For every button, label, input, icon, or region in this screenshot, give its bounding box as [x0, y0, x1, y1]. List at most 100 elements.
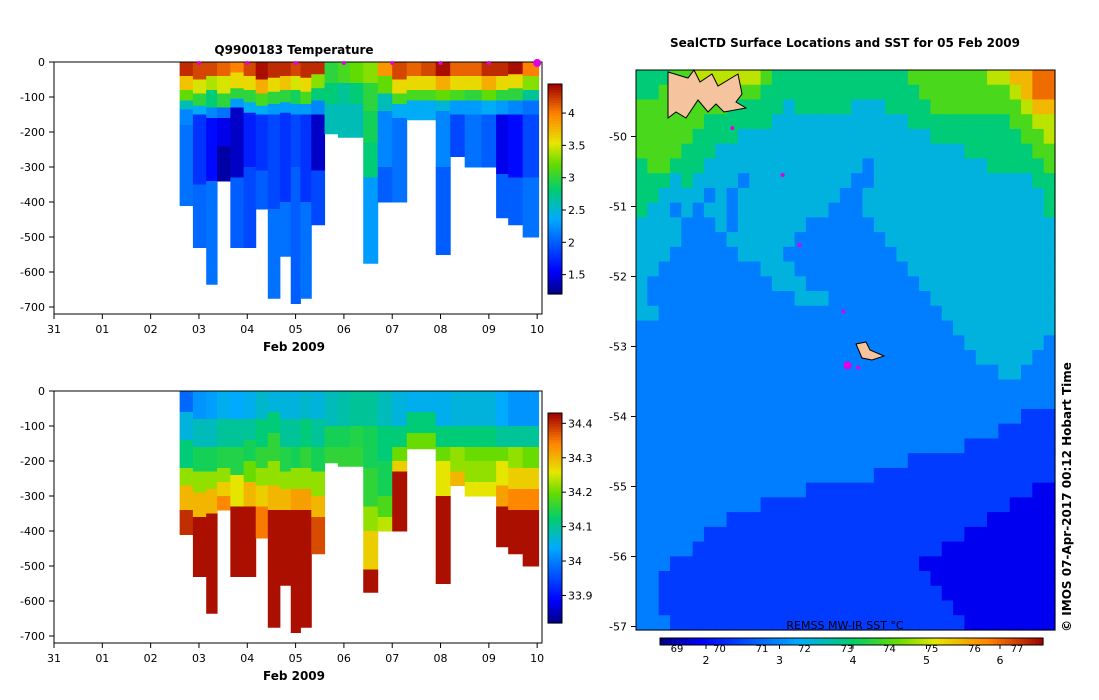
sst-cell [873, 143, 886, 160]
sst-cell [1043, 379, 1056, 395]
section-cell [522, 391, 540, 427]
sst-cell [1032, 70, 1045, 86]
temperature-plot-frame [53, 61, 543, 315]
sst-cell [975, 526, 988, 543]
sst-cell [919, 217, 932, 233]
sst-cell [794, 143, 807, 160]
sst-colorbar-segment [820, 638, 826, 645]
sst-cell [998, 408, 1011, 425]
section-cell [349, 104, 364, 138]
sst-cell [896, 423, 909, 440]
sst-cell [726, 350, 739, 366]
sst-cell [862, 541, 875, 557]
sst-cell [658, 585, 671, 602]
sst-cell [703, 305, 716, 322]
sst-cell [930, 482, 943, 498]
sst-cell [681, 379, 694, 395]
sst-cell [907, 615, 920, 631]
sst-cell [1032, 526, 1045, 543]
sst-cell [998, 600, 1011, 616]
sst-cell [783, 571, 796, 587]
sst-cell [1043, 291, 1056, 307]
sst-cell [851, 84, 864, 101]
sst-cell [669, 438, 682, 454]
colorbar-segment [548, 280, 562, 285]
sst-cell [828, 467, 841, 484]
sst-colorbar-segment [713, 638, 719, 645]
sst-cell [703, 600, 716, 616]
sst-cell [862, 202, 875, 218]
colorbar-segment [548, 210, 562, 214]
sst-cell [783, 261, 796, 277]
section-cell [392, 79, 408, 94]
y-tick-label: -100 [20, 420, 45, 433]
sst-cell [749, 232, 762, 248]
sst-cell [1009, 232, 1022, 248]
sst-cell [851, 99, 864, 115]
sst-cell [941, 394, 954, 410]
sst-cell [647, 320, 660, 336]
sst-cell [1032, 408, 1045, 425]
sst-cell [692, 158, 705, 174]
sst-colorbar-segment [690, 638, 696, 645]
section-cell [255, 62, 269, 80]
sst-cell [930, 84, 943, 101]
sst-cell [987, 512, 999, 528]
sst-cell [783, 423, 796, 440]
section-cell [392, 447, 408, 462]
section-cell [243, 440, 257, 462]
sst-cell [964, 276, 977, 292]
sst-tick-label-f: 75 [926, 644, 939, 655]
sst-cell [839, 497, 852, 513]
section-cell [377, 391, 393, 427]
y-tick-label: -600 [20, 595, 45, 608]
sst-cell [987, 232, 999, 248]
sst-cell [783, 99, 796, 115]
section-cell [450, 100, 466, 115]
sst-cell [896, 99, 909, 115]
sst-cell [919, 526, 932, 543]
sst-cell [839, 217, 852, 233]
sst-cell [919, 320, 932, 336]
surface-marker [390, 61, 395, 65]
sst-cell [953, 615, 966, 631]
sst-cell [919, 423, 932, 440]
sst-cell [692, 202, 705, 218]
sst-cell [703, 128, 716, 145]
section-cell [206, 76, 218, 91]
section-cell [192, 419, 207, 448]
sst-cell [805, 173, 818, 189]
section-cell [481, 100, 497, 115]
section-cell [290, 447, 301, 469]
sst-cell [930, 128, 943, 145]
section-cell [279, 76, 292, 91]
sst-cell [828, 335, 841, 351]
sst-cell [636, 320, 648, 336]
sst-cell [896, 571, 909, 587]
sst-colorbar-segment [866, 638, 872, 645]
section-cell [206, 513, 218, 614]
colorbar-segment [548, 586, 562, 590]
sst-cell [964, 70, 977, 86]
sst-cell [681, 350, 694, 366]
sst-colorbar-segment [801, 638, 807, 645]
sst-colorbar-segment [993, 638, 998, 645]
sst-cell [964, 526, 977, 543]
section-cell [217, 146, 231, 182]
sst-colorbar-segment [989, 638, 994, 645]
sst-tick-label-c: 2 [703, 654, 710, 667]
salinity-section-cells [179, 391, 540, 633]
sst-cell [941, 217, 954, 233]
colorbar-segment [548, 583, 562, 587]
sst-cell [896, 379, 909, 395]
sst-cell [1009, 70, 1022, 86]
sst-cell [1032, 453, 1045, 469]
sst-cell [873, 600, 886, 616]
sst-cell [692, 114, 705, 130]
sst-cell [658, 291, 671, 307]
sst-cell [692, 276, 705, 292]
section-cell [267, 62, 281, 79]
sst-cell [885, 394, 898, 410]
sst-cell [737, 276, 750, 292]
sst-cell [896, 453, 909, 469]
